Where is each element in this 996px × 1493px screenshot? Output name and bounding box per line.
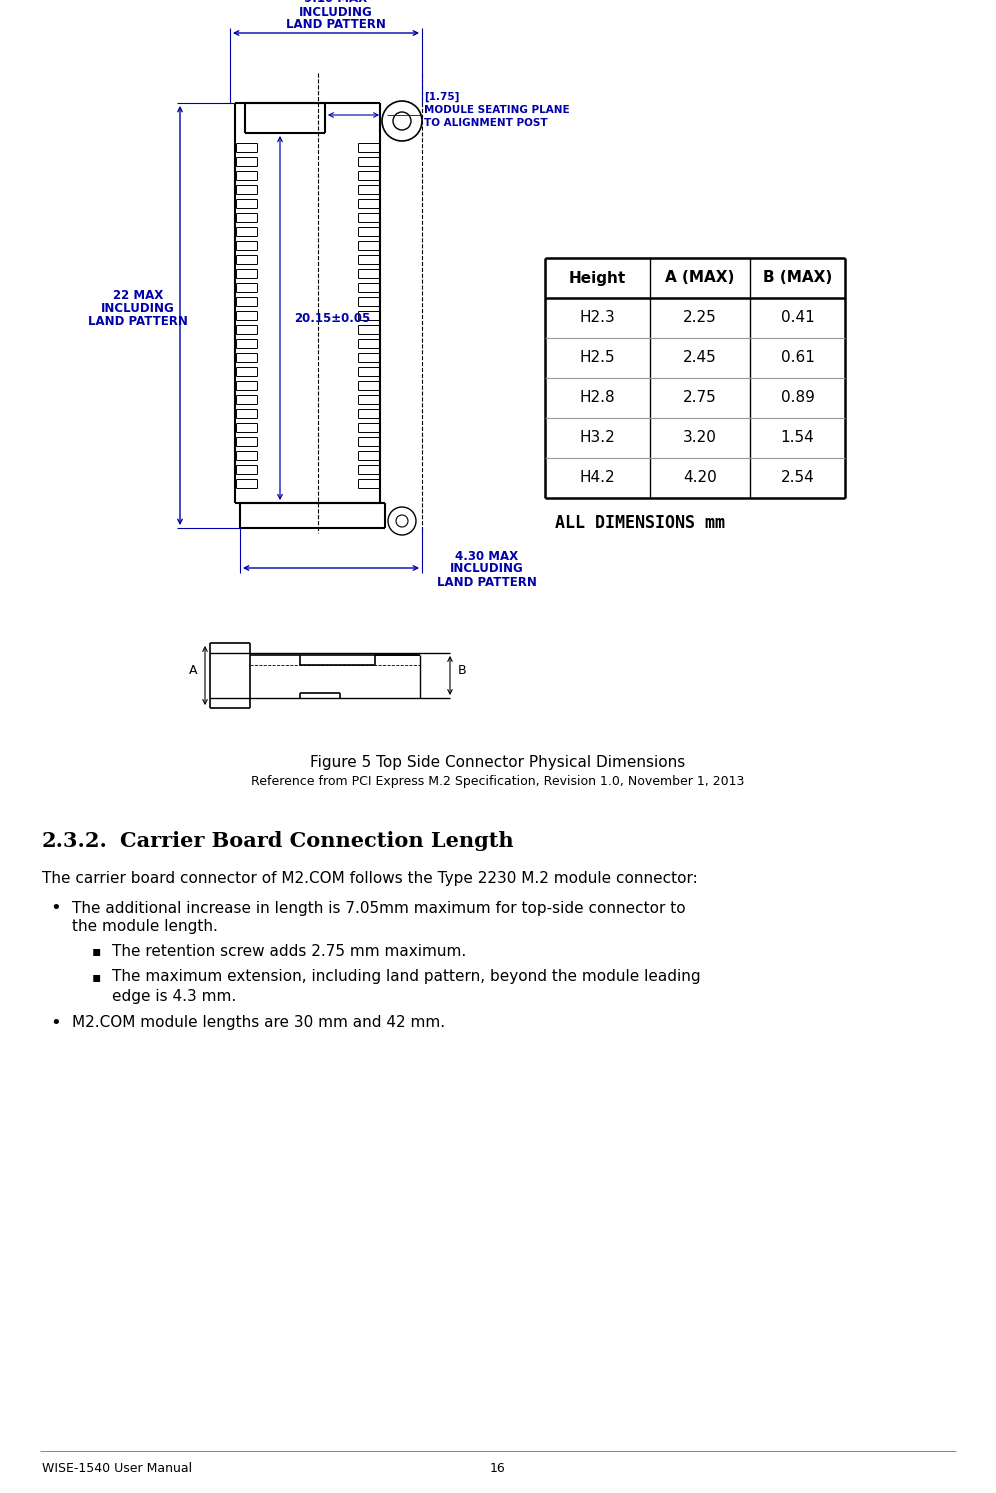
Text: 20.15±0.05: 20.15±0.05 — [294, 312, 371, 324]
Text: 16: 16 — [490, 1462, 506, 1475]
Text: Figure 5 Top Side Connector Physical Dimensions: Figure 5 Top Side Connector Physical Dim… — [311, 755, 685, 770]
Text: B: B — [458, 663, 466, 676]
Text: INCLUDING: INCLUDING — [299, 6, 373, 18]
Text: 2.25: 2.25 — [683, 311, 717, 325]
Text: WISE-1540 User Manual: WISE-1540 User Manual — [42, 1462, 192, 1475]
Text: LAND PATTERN: LAND PATTERN — [437, 575, 537, 588]
Text: ▪: ▪ — [92, 944, 102, 959]
Text: Reference from PCI Express M.2 Specification, Revision 1.0, November 1, 2013: Reference from PCI Express M.2 Specifica… — [251, 775, 745, 787]
Text: H2.5: H2.5 — [580, 351, 616, 366]
Text: 2.45: 2.45 — [683, 351, 717, 366]
Text: MODULE SEATING PLANE: MODULE SEATING PLANE — [424, 105, 570, 115]
Text: H2.8: H2.8 — [580, 391, 616, 406]
Text: B (MAX): B (MAX) — [763, 270, 832, 285]
Text: The carrier board connector of M2.COM follows the Type 2230 M.2 module connector: The carrier board connector of M2.COM fo… — [42, 872, 698, 887]
Text: [1.75]: [1.75] — [424, 93, 459, 102]
Text: LAND PATTERN: LAND PATTERN — [88, 315, 188, 328]
Text: 4.20: 4.20 — [683, 470, 717, 485]
Text: H4.2: H4.2 — [580, 470, 616, 485]
Text: Height: Height — [569, 270, 626, 285]
Text: 22 MAX: 22 MAX — [113, 290, 163, 302]
Text: the module length.: the module length. — [72, 920, 218, 935]
Text: 3.20: 3.20 — [683, 430, 717, 445]
Text: •: • — [50, 899, 61, 917]
Text: Carrier Board Connection Length: Carrier Board Connection Length — [120, 832, 514, 851]
Text: A (MAX): A (MAX) — [665, 270, 735, 285]
Text: 2.75: 2.75 — [683, 391, 717, 406]
Text: ALL DIMENSIONS mm: ALL DIMENSIONS mm — [555, 514, 725, 532]
Text: The additional increase in length is 7.05mm maximum for top-side connector to: The additional increase in length is 7.0… — [72, 900, 685, 915]
Text: 1.54: 1.54 — [781, 430, 815, 445]
Text: •: • — [50, 1014, 61, 1032]
Text: 2.3.2.: 2.3.2. — [42, 832, 108, 851]
Text: INCLUDING: INCLUDING — [450, 563, 524, 575]
Text: The maximum extension, including land pattern, beyond the module leading: The maximum extension, including land pa… — [112, 969, 700, 984]
Text: M2.COM module lengths are 30 mm and 42 mm.: M2.COM module lengths are 30 mm and 42 m… — [72, 1015, 445, 1030]
Text: 0.61: 0.61 — [781, 351, 815, 366]
Text: A: A — [188, 663, 197, 676]
Text: ▪: ▪ — [92, 970, 102, 984]
Text: H3.2: H3.2 — [580, 430, 616, 445]
Text: 4.30 MAX: 4.30 MAX — [455, 549, 519, 563]
Text: 0.89: 0.89 — [781, 391, 815, 406]
Text: 9.10 MAX: 9.10 MAX — [305, 0, 368, 6]
Text: 2.54: 2.54 — [781, 470, 815, 485]
Text: 0.41: 0.41 — [781, 311, 815, 325]
Text: The retention screw adds 2.75 mm maximum.: The retention screw adds 2.75 mm maximum… — [112, 944, 466, 959]
Text: INCLUDING: INCLUDING — [102, 302, 175, 315]
Text: LAND PATTERN: LAND PATTERN — [286, 18, 385, 31]
Text: TO ALIGNMENT POST: TO ALIGNMENT POST — [424, 118, 548, 128]
Text: H2.3: H2.3 — [580, 311, 616, 325]
Text: edge is 4.3 mm.: edge is 4.3 mm. — [112, 988, 236, 1003]
